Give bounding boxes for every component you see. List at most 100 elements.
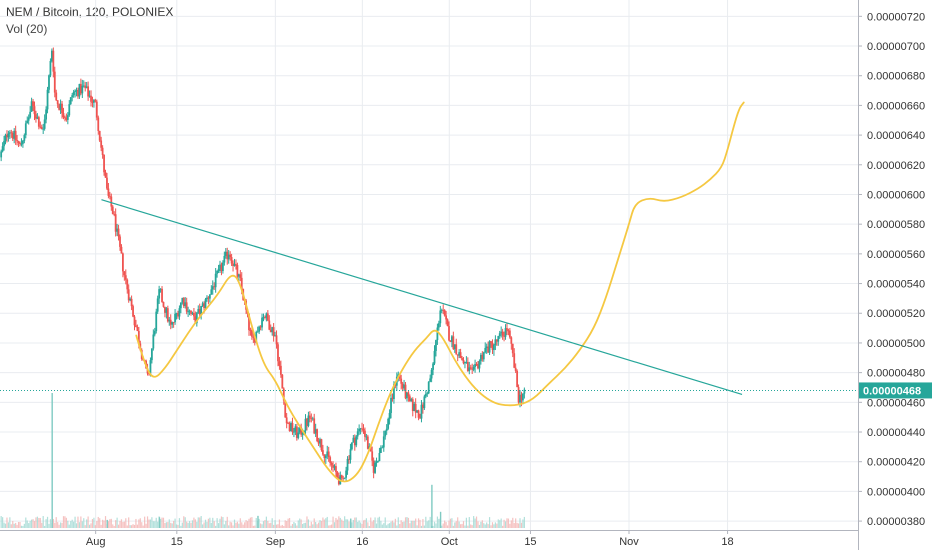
candle-body [137,331,140,344]
volume-bar [374,517,376,528]
y-tick-label: 0.00000460 [867,397,925,409]
candle-body [462,359,465,364]
volume-bar [446,525,449,528]
volume-bar [15,522,17,528]
candle-body [274,335,276,337]
candle-body [419,417,421,419]
volume-bar [184,517,186,528]
volume-bar [365,518,367,528]
candle-body [291,423,294,433]
volume-bar [196,521,198,528]
candle-body [285,417,288,424]
volume-bar [202,524,204,528]
candle-body [459,352,462,359]
candle-body [490,341,492,343]
candle-body [293,431,295,433]
candle-body [322,450,324,455]
candle-body [190,310,192,314]
candle-body [410,399,413,402]
volume-bar [19,521,21,528]
volume-bar [151,517,153,528]
volume-bar [204,519,207,528]
volume-spike [350,518,352,528]
volume-bar [117,524,120,528]
x-tick-label: Sep [266,536,286,548]
volume-bar [246,521,249,528]
volume-bar [302,523,304,528]
volume-bar [226,516,228,528]
volume-bar [168,519,170,528]
volume-bar [154,521,156,528]
volume-bar [319,520,321,528]
trendline[interactable] [101,199,743,396]
volume-bar [312,524,314,528]
candle-body [519,394,521,403]
volume-bar [300,519,302,528]
candle-body [478,361,481,369]
volume-spike [51,393,53,528]
volume-bar [358,520,360,528]
candle-body [453,344,456,350]
volume-bar [113,525,115,528]
volume-bar [310,521,312,528]
volume-bar [135,518,137,528]
candle-body [281,374,284,389]
candle-body [487,346,490,353]
candle-body [55,92,58,101]
volume-bar [271,518,273,528]
candle-body [165,308,168,313]
candle-body [374,462,376,473]
volume-bar [484,524,486,528]
candle-body [517,387,520,403]
candle-body [210,289,213,295]
candle-body [507,330,510,332]
candle-body [277,344,279,362]
candle-body [259,326,262,328]
candle-body [75,90,78,92]
volume-bar [132,524,134,528]
candle-body [20,143,23,145]
candle-body [456,354,459,356]
candle-body [350,442,353,450]
candle-body [98,130,101,141]
volume-bar [473,516,475,528]
volume-bar [383,523,385,528]
candle-body [356,431,359,437]
volume-bar [520,522,523,528]
volume-bar [255,518,257,528]
candle-body [520,394,523,401]
candle-body [10,132,13,134]
volume-bar [115,520,117,528]
volume-bar [423,525,425,528]
volume-bar [509,523,511,528]
candle-body [106,177,108,189]
volume-bar [331,524,333,528]
volume-bar [452,525,454,528]
volume-bar [58,524,60,528]
volume-bar [241,522,243,528]
volume-bar [251,517,253,528]
candle-body [523,389,526,394]
candle-body [107,188,110,196]
candle-body [262,317,265,318]
candle-body [237,274,240,277]
current-price-badge [859,382,932,399]
y-tick-label: 0.00000640 [867,130,925,142]
volume-bar [161,517,163,528]
volume-bar [496,523,498,528]
candle-body [390,397,392,414]
volume-bar [315,522,317,528]
volume-bar [215,525,217,528]
volume-bar [422,519,424,528]
volume-bar [133,524,136,528]
candle-body [201,303,204,307]
volume-bar [29,520,31,528]
candle-body [175,312,178,314]
volume-bar [35,517,37,528]
volume-bar [313,518,315,528]
volume-bar [173,520,175,528]
candle-body [135,325,137,327]
candle-body [294,426,297,432]
candle-body [204,299,207,309]
